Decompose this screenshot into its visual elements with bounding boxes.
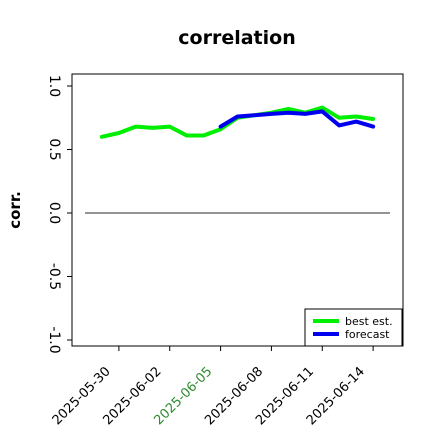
y-tick-label: -1.0 xyxy=(46,326,62,353)
y-tick-label: 0.0 xyxy=(46,202,62,224)
y-tick-label: -0.5 xyxy=(46,263,62,290)
legend-label: best est. xyxy=(345,315,393,328)
y-axis-label: corr. xyxy=(6,191,24,229)
series-line-forecast xyxy=(218,109,376,129)
y-tick-label: 0.5 xyxy=(46,138,62,160)
legend-box xyxy=(304,308,403,347)
plot-area: -1.0-0.50.00.51.02025-05-302025-06-02202… xyxy=(46,73,404,428)
y-tick-label: 1.0 xyxy=(46,75,62,97)
plot-frame xyxy=(71,73,404,347)
chart-title: correlation xyxy=(178,27,295,49)
legend-label: forecast xyxy=(345,328,390,341)
